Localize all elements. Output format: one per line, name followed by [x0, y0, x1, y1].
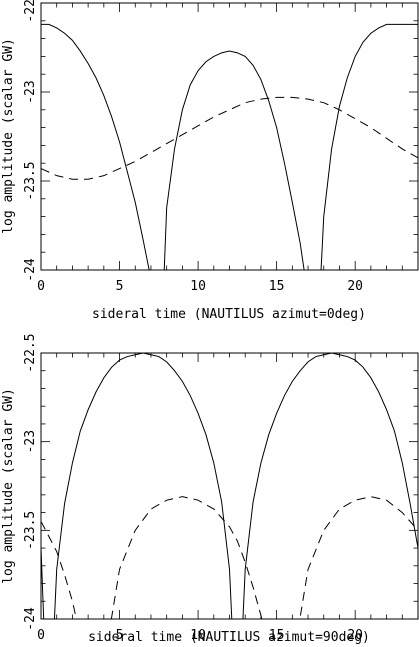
dashed-series-line [41, 496, 418, 619]
plot-area [41, 353, 418, 619]
plot-frame [40, 2, 419, 271]
x-tick-label: 15 [269, 628, 285, 643]
y-axis-label: log amplitude (scalar GW) [1, 38, 16, 234]
tick-labels: 0 5 10 15 20 -24 -23.5 -23 -22.5 [23, 333, 363, 643]
x-axis-label: sideral time (NAUTILUS azimut=0deg) [92, 307, 366, 322]
y-tick-label: -22.5 [23, 0, 38, 23]
x-tick-label: 0 [37, 279, 45, 294]
x-tick-label: 10 [190, 628, 206, 643]
tick-labels: 0 5 10 15 20 -24 -23.5 -23 -22.5 [23, 0, 363, 294]
y-tick-label: -23 [23, 430, 38, 453]
y-tick-label: -23.5 [23, 511, 38, 550]
chart-panel-top: 0 5 10 15 20 -24 -23.5 -23 -22.5 sideral time (N… [1, 0, 419, 322]
y-axis-label: log amplitude (scalar GW) [1, 388, 16, 584]
x-tick-label: 20 [347, 628, 363, 643]
y-tick-label: -24 [23, 258, 38, 282]
solid-series-line [41, 353, 418, 619]
y-tick-label: -24 [23, 607, 38, 631]
axis-ticks [40, 2, 419, 271]
y-tick-label: -23.5 [23, 161, 38, 200]
y-tick-label: -23 [23, 80, 38, 103]
x-tick-label: 5 [116, 279, 124, 294]
y-tick-label: -22.5 [23, 333, 38, 372]
x-tick-label: 0 [37, 628, 45, 643]
dashed-series-line [41, 96, 418, 180]
plot-frame [40, 352, 419, 620]
x-axis-label: sideral time (NAUTILUS azimut=90deg) [88, 630, 370, 645]
x-tick-label: 10 [190, 279, 206, 294]
solid-series-line [41, 23, 418, 270]
x-tick-label: 5 [116, 628, 124, 643]
plot-area [41, 23, 418, 270]
chart-panel-bottom: 0 5 10 15 20 -24 -23.5 -23 -22.5 sideral time (N… [1, 333, 419, 645]
x-tick-label: 15 [269, 279, 285, 294]
x-tick-label: 20 [347, 279, 363, 294]
